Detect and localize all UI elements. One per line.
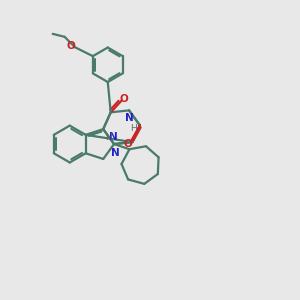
Text: N: N xyxy=(125,113,134,123)
Text: N: N xyxy=(111,148,120,158)
Text: O: O xyxy=(123,139,132,149)
Text: N: N xyxy=(109,132,118,142)
Text: O: O xyxy=(66,41,75,51)
Text: H: H xyxy=(130,124,137,133)
Text: H: H xyxy=(105,133,112,142)
Text: O: O xyxy=(119,94,128,103)
